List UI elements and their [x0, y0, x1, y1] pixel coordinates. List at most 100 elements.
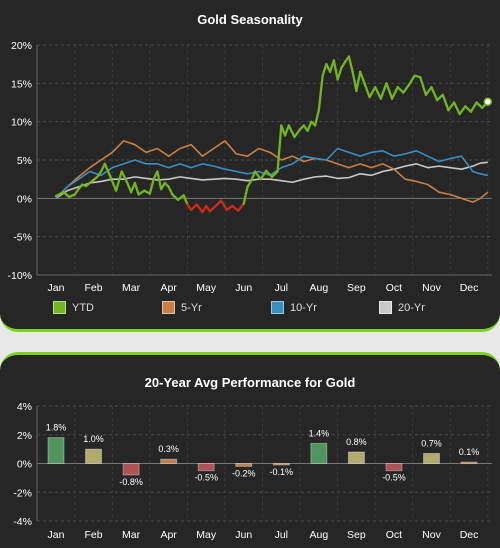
series-line-ytd	[430, 86, 439, 102]
series-line-20yr	[55, 161, 488, 199]
legend-item-10yr[interactable]: 10-Yr	[271, 301, 317, 314]
series-line-10yr	[55, 147, 488, 199]
series-line-ytd	[253, 170, 262, 181]
legend: YTD 5-Yr 10-Yr 20-Yr	[0, 301, 500, 323]
series-line-ytd	[435, 93, 444, 102]
series-line-ytd	[167, 185, 174, 196]
series-line-ytd	[419, 76, 428, 96]
legend-item-ytd[interactable]: YTD	[53, 301, 94, 314]
series-line-ytd	[313, 109, 321, 127]
series-line-ytd	[148, 178, 155, 195]
legend-swatch-20yr	[379, 301, 392, 314]
series-line-ytd	[336, 66, 343, 81]
y-tick-label: -10%	[7, 270, 32, 282]
series-line-ytd	[231, 204, 240, 212]
x-tick-label: Jul	[275, 282, 288, 294]
series-line-ytd	[276, 124, 283, 173]
series-line-ytd	[351, 70, 358, 93]
series-line-ytd	[385, 82, 394, 100]
legend-label-10yr: 10-Yr	[290, 301, 317, 314]
series-line-ytd	[114, 170, 123, 192]
series-line-ytd	[246, 179, 253, 188]
series-line-ytd	[171, 193, 180, 202]
series-line-ytd	[182, 194, 189, 206]
series-line-ytd	[62, 191, 71, 198]
y-tick-label: 0%	[17, 193, 32, 205]
y-tick-label: 5%	[17, 155, 32, 167]
series-line-ytd	[54, 191, 65, 198]
series-line-ytd	[270, 170, 279, 179]
series-line-ytd	[359, 70, 366, 83]
seasonality-line-chart: 20% 15% 10% 5% 0% -5% -10% Jan Feb Mar Apr May Jun Ju…	[7, 40, 493, 294]
series-line-ytd	[126, 181, 133, 194]
series-line-ytd	[407, 74, 416, 87]
x-tick-label: May	[196, 282, 217, 294]
series-line-5yr	[55, 140, 489, 203]
legend-swatch-ytd	[53, 301, 66, 314]
x-tick-label: Jan	[48, 282, 65, 294]
x-tick-label: Sep	[347, 282, 366, 294]
y-tick-label: -5%	[13, 232, 32, 244]
series-line-ytd	[347, 55, 354, 73]
chart-title: Gold Seasonality	[197, 12, 303, 27]
series-line-ytd	[475, 101, 484, 110]
x-tick-label: Aug	[310, 282, 329, 294]
series-line-ytd	[396, 86, 405, 94]
series-line-ytd	[120, 170, 129, 185]
series-line-ytd	[242, 185, 249, 205]
series-line-ytd	[259, 169, 268, 181]
y-tick-label: 20%	[11, 40, 32, 52]
series-line-ytd	[469, 101, 478, 113]
series-line-ytd	[452, 101, 461, 116]
series-line-ytd	[280, 124, 287, 137]
series-line-ytd	[133, 181, 140, 196]
seasonality-panel: Gold Seasonality 20% 15% 10% 5% 0% -5% -10% Jan…	[0, 0, 500, 332]
legend-label-20yr: 20-Yr	[398, 301, 425, 314]
series-line-ytd	[368, 86, 377, 99]
series-line-ytd	[236, 202, 245, 212]
series-line-ytd	[190, 203, 198, 211]
series-end-marker-ytd	[483, 97, 493, 106]
series-line-ytd	[208, 204, 217, 213]
bar-chart-title: 20-Year Avg Performance for Gold	[144, 375, 356, 390]
series-line-ytd	[340, 60, 347, 70]
series-line-ytd	[332, 59, 339, 81]
series-line-ytd	[379, 82, 388, 100]
legend-item-20yr[interactable]: 20-Yr	[379, 301, 425, 314]
x-tick-label: Apr	[160, 282, 177, 294]
series-line-ytd	[293, 128, 302, 139]
series-line-ytd	[355, 70, 362, 93]
series-line-ytd	[250, 170, 257, 182]
series-line-ytd	[220, 199, 229, 211]
series-line-ytd	[195, 203, 204, 214]
x-tick-label: Nov	[422, 282, 441, 294]
series-line-ytd	[265, 169, 274, 179]
y-tick-label: 10%	[11, 117, 32, 129]
x-tick-label: Jun	[235, 282, 252, 294]
series-line-ytd	[283, 124, 290, 137]
series-line-ytd	[109, 175, 118, 192]
series-line-ytd	[447, 101, 456, 112]
series-line-ytd	[159, 181, 167, 191]
legend-item-5yr[interactable]: 5-Yr	[162, 301, 202, 314]
series-line-ytd	[458, 105, 467, 116]
series-line-ytd	[362, 80, 371, 99]
legend-label-ytd: YTD	[72, 301, 94, 314]
x-tick-label: Feb	[85, 282, 103, 294]
series-line-ytd	[156, 170, 163, 191]
y-tick-label: 15%	[11, 78, 32, 90]
legend-swatch-10yr	[271, 301, 284, 314]
series-line-ytd	[374, 86, 382, 100]
x-tick-label: Mar	[122, 282, 141, 294]
avg-performance-panel: 20-Year Avg Performance for Gold	[0, 352, 500, 548]
legend-label-5yr: 5-Yr	[181, 301, 202, 314]
series-line-ytd	[464, 105, 473, 113]
legend-swatch-5yr	[162, 301, 175, 314]
series-line-ytd	[441, 93, 450, 112]
x-tick-label: Oct	[386, 282, 402, 294]
series-line-ytd	[287, 124, 296, 139]
series-line-ytd	[306, 120, 313, 133]
x-tick-label: Dec	[460, 282, 479, 294]
series-line-ytd	[214, 199, 223, 208]
series-line-ytd	[321, 63, 328, 77]
